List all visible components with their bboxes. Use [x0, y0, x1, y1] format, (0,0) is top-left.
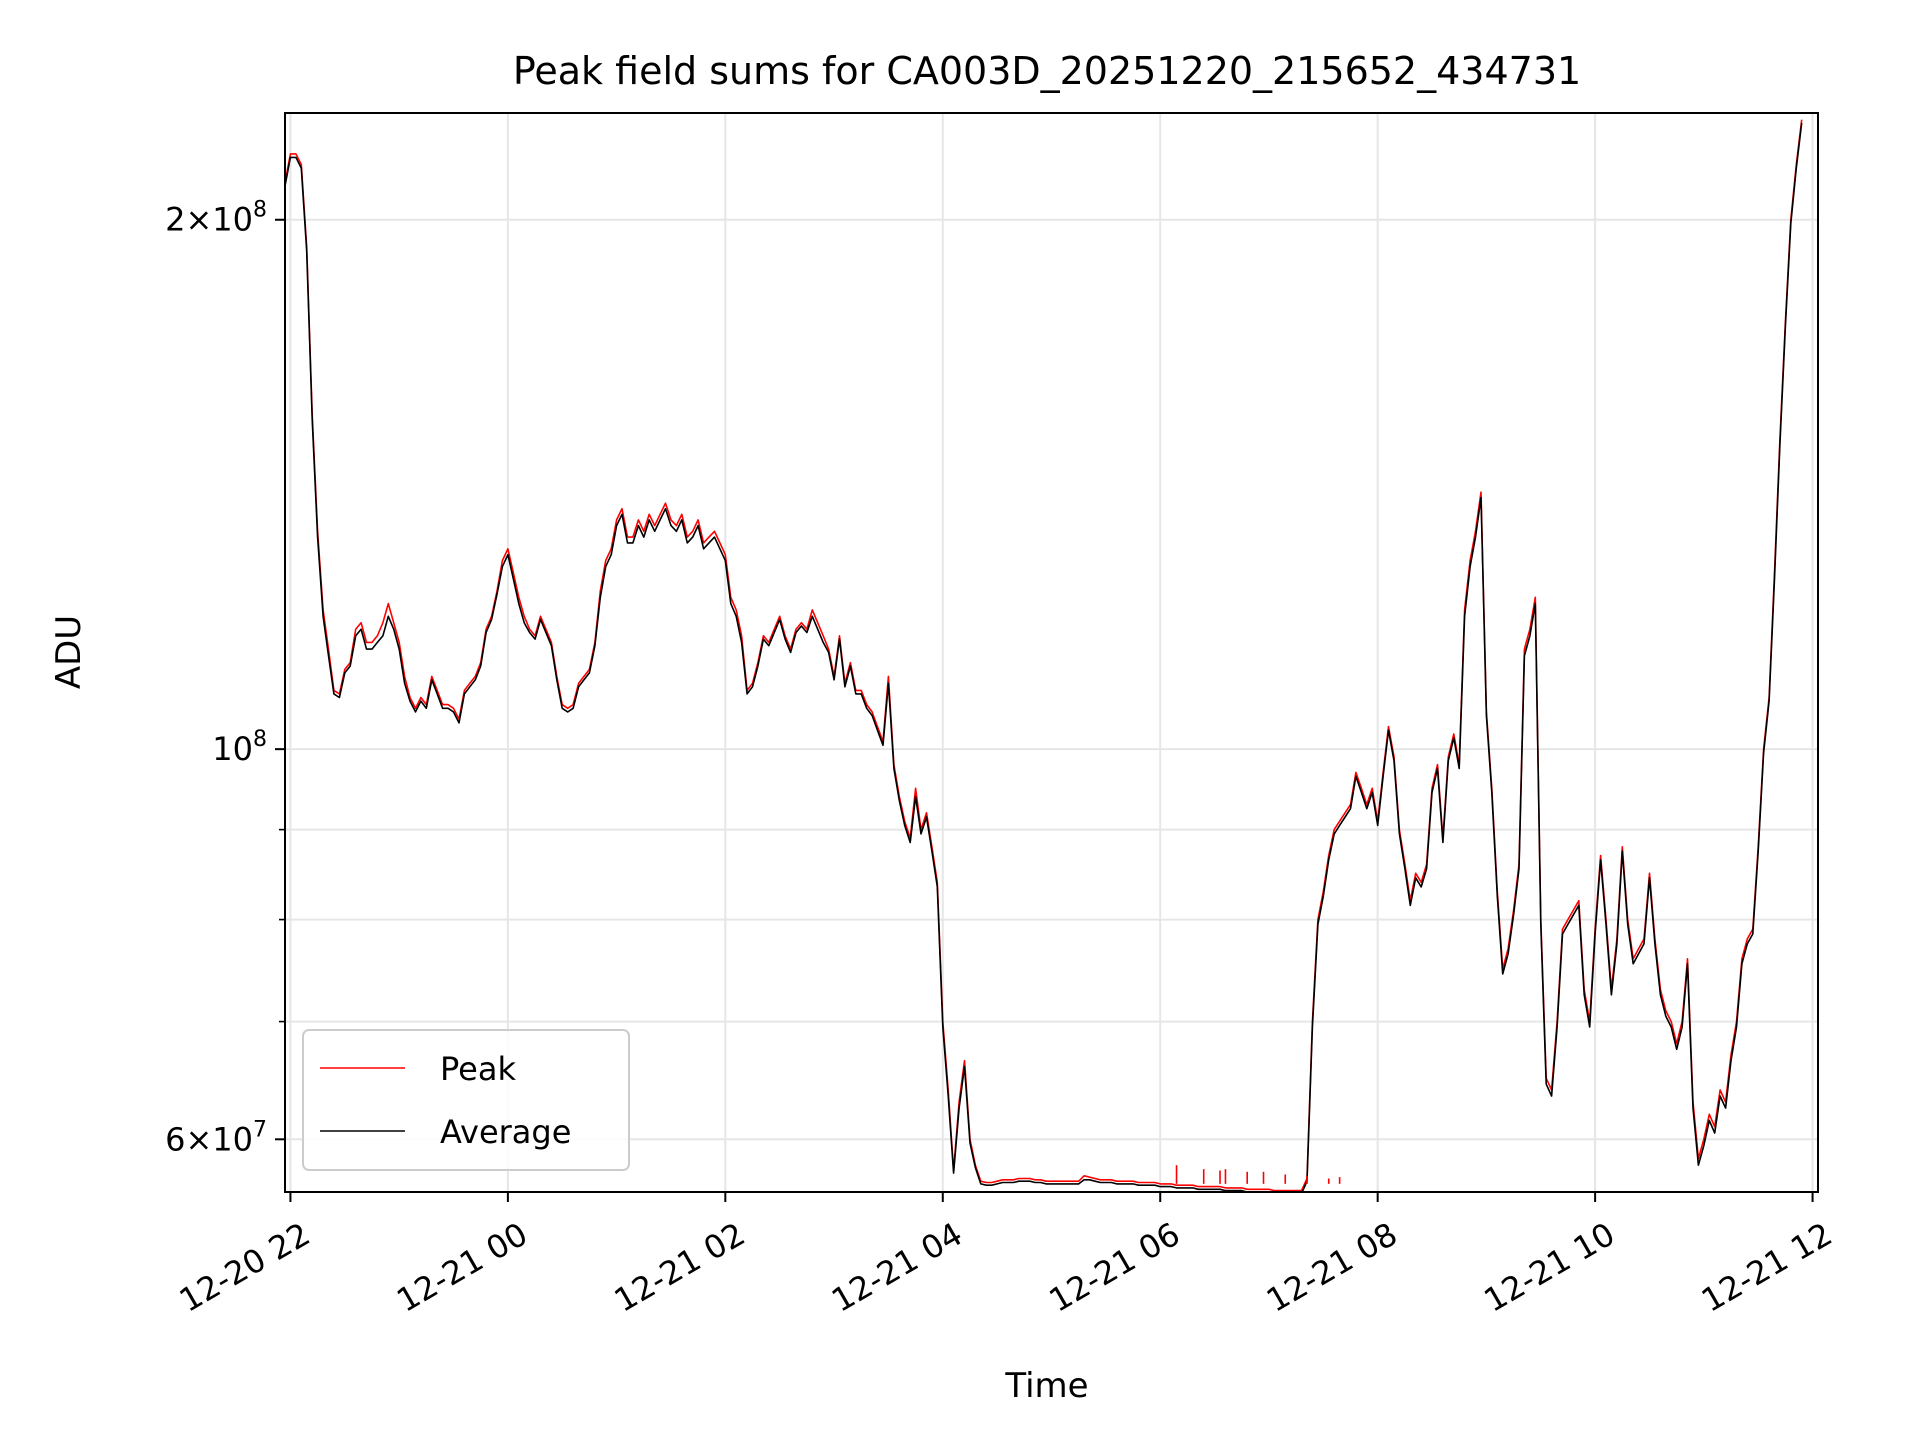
y-tick-label: 6×107	[165, 1117, 267, 1158]
y-axis-label: ADU	[49, 615, 89, 689]
legend-average-label: Average	[440, 1113, 571, 1151]
x-axis-label: Time	[1004, 1366, 1088, 1406]
legend: Peak Average	[302, 1029, 630, 1171]
legend-peak-label: Peak	[440, 1050, 516, 1088]
average-series-line	[285, 122, 1803, 1192]
plot-lines	[285, 119, 1803, 1192]
y-tick-label: 2×108	[165, 198, 267, 239]
y-tick-label: 108	[212, 727, 267, 768]
plot-frame	[284, 112, 1819, 1193]
legend-box	[302, 1029, 630, 1171]
grid	[285, 113, 1818, 1192]
chart-title: Peak field sums for CA003D_20251220_2156…	[513, 49, 1581, 93]
peak-series-line	[285, 119, 1803, 1192]
